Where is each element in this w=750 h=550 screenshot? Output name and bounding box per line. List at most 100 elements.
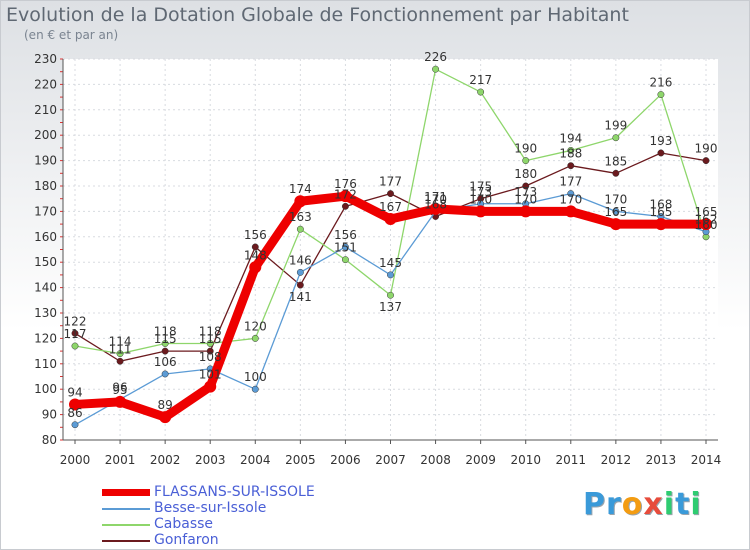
legend-label-cabasse: Cabasse — [154, 516, 214, 532]
data-label-flassans-sur-issole: 171 — [424, 190, 447, 204]
data-point-cabasse — [206, 340, 214, 347]
legend-label-besse: Besse-sur-Issole — [154, 500, 267, 516]
data-label-besse-sur-issole: 177 — [559, 175, 582, 189]
data-label-gonfaron: 175 — [469, 180, 492, 194]
data-label-gonfaron: 141 — [289, 290, 312, 304]
y-tick-label: 80 — [42, 433, 57, 447]
x-tick-label: 2005 — [285, 453, 316, 467]
legend-item-cabasse[interactable]: Cabasse — [102, 517, 362, 533]
data-point-flassans-sur-issole — [249, 261, 262, 274]
y-tick-label: 230 — [34, 52, 57, 66]
data-label-flassans-sur-issole: 101 — [199, 368, 222, 382]
data-label-cabasse: 117 — [64, 327, 87, 341]
legend-swatch-gonfaron — [102, 540, 150, 542]
data-point-cabasse — [657, 91, 665, 99]
data-label-besse-sur-issole: 108 — [199, 350, 222, 364]
data-point-cabasse — [161, 340, 169, 347]
data-point-flassans-sur-issole — [519, 205, 532, 218]
data-label-cabasse: 118 — [154, 324, 177, 338]
data-point-gonfaron — [387, 190, 394, 198]
data-label-cabasse: 190 — [514, 142, 537, 156]
data-label-gonfaron: 190 — [695, 142, 718, 156]
data-label-besse-sur-issole: 170 — [604, 192, 627, 206]
data-point-besse-sur-issole — [296, 268, 304, 276]
y-tick-label: 120 — [34, 331, 57, 345]
data-point-flassans-sur-issole — [700, 218, 712, 231]
data-label-gonfaron: 115 — [199, 332, 222, 346]
data-point-gonfaron — [116, 357, 124, 365]
x-tick-label: 2014 — [691, 453, 722, 467]
data-label-cabasse: 120 — [244, 319, 267, 333]
data-label-besse-sur-issole: 162 — [695, 213, 718, 227]
data-label-besse-sur-issole: 173 — [469, 185, 492, 199]
data-point-flassans-sur-issole — [204, 380, 217, 393]
data-label-flassans-sur-issole: 170 — [514, 192, 537, 206]
data-label-flassans-sur-issole: 170 — [559, 192, 582, 206]
x-tick-label: 2003 — [195, 453, 226, 467]
data-point-besse-sur-issole — [161, 370, 169, 378]
data-point-flassans-sur-issole — [339, 190, 352, 203]
data-point-gonfaron — [657, 149, 665, 157]
data-point-besse-sur-issole — [567, 190, 575, 198]
y-tick-label: 90 — [42, 408, 57, 422]
y-tick-label: 190 — [34, 154, 57, 168]
legend-swatch-besse — [102, 508, 150, 510]
data-point-flassans-sur-issole — [114, 395, 127, 408]
data-label-gonfaron: 185 — [604, 154, 627, 168]
x-tick-label: 2010 — [510, 453, 541, 467]
data-point-flassans-sur-issole — [654, 218, 667, 231]
axes: 8090100110120130140150160170180190200210… — [34, 52, 721, 467]
data-label-besse-sur-issole: 146 — [289, 253, 312, 267]
data-point-cabasse — [612, 134, 620, 142]
data-label-besse-sur-issole: 173 — [514, 185, 537, 199]
data-label-flassans-sur-issole: 167 — [379, 200, 402, 214]
x-tick-label: 2000 — [60, 453, 91, 467]
data-label-gonfaron: 168 — [424, 197, 447, 211]
data-point-gonfaron — [341, 202, 349, 210]
data-label-flassans-sur-issole: 95 — [112, 383, 127, 397]
data-point-cabasse — [251, 334, 259, 342]
data-label-gonfaron: 111 — [109, 342, 132, 356]
data-label-gonfaron: 122 — [64, 314, 87, 328]
legend-item-flassans[interactable]: FLASSANS-SUR-ISSOLE — [102, 485, 362, 501]
legend-swatch-cabasse — [102, 524, 150, 526]
y-tick-label: 110 — [34, 357, 57, 371]
series-lines — [69, 65, 712, 429]
legend-label-flassans: FLASSANS-SUR-ISSOLE — [154, 484, 315, 500]
x-tick-label: 2011 — [556, 453, 587, 467]
data-point-gonfaron — [206, 347, 214, 355]
data-label-flassans-sur-issole: 165 — [649, 205, 672, 219]
data-point-cabasse — [71, 342, 79, 350]
data-labels: 122 111 115 115 156 141 172 177 168 175 180 188 185 1… — [64, 50, 718, 420]
proxiti-logo: Proxiti — [583, 487, 702, 522]
legend-item-besse[interactable]: Besse-sur-Issole — [102, 501, 362, 517]
y-tick-label: 180 — [34, 179, 57, 193]
data-label-gonfaron: 180 — [514, 167, 537, 181]
y-tick-label: 140 — [34, 281, 57, 295]
data-point-besse-sur-issole — [341, 243, 349, 251]
y-tick-label: 220 — [34, 77, 57, 91]
data-label-besse-sur-issole: 170 — [424, 192, 447, 206]
legend-swatch-flassans — [102, 489, 150, 496]
x-tick-label: 2007 — [375, 453, 406, 467]
data-label-flassans-sur-issole: 94 — [67, 385, 82, 399]
y-tick-label: 150 — [34, 255, 57, 269]
data-point-gonfaron — [161, 347, 169, 355]
data-label-gonfaron: 172 — [334, 187, 357, 201]
grid — [63, 58, 718, 441]
data-point-cabasse — [387, 291, 394, 299]
data-label-cabasse: 118 — [199, 324, 222, 338]
data-label-gonfaron: 177 — [379, 175, 402, 189]
data-point-gonfaron — [296, 281, 304, 289]
data-label-gonfaron: 193 — [649, 134, 672, 148]
data-label-cabasse: 226 — [424, 50, 447, 64]
data-label-flassans-sur-issole: 148 — [244, 248, 267, 262]
data-point-besse-sur-issole — [251, 385, 259, 393]
data-label-besse-sur-issole: 156 — [334, 228, 357, 242]
data-point-besse-sur-issole — [612, 207, 620, 215]
legend-label-gonfaron: Gonfaron — [154, 532, 219, 548]
data-label-cabasse: 194 — [559, 131, 582, 145]
legend-item-gonfaron[interactable]: Gonfaron — [102, 533, 362, 549]
data-label-besse-sur-issole: 106 — [154, 355, 177, 369]
